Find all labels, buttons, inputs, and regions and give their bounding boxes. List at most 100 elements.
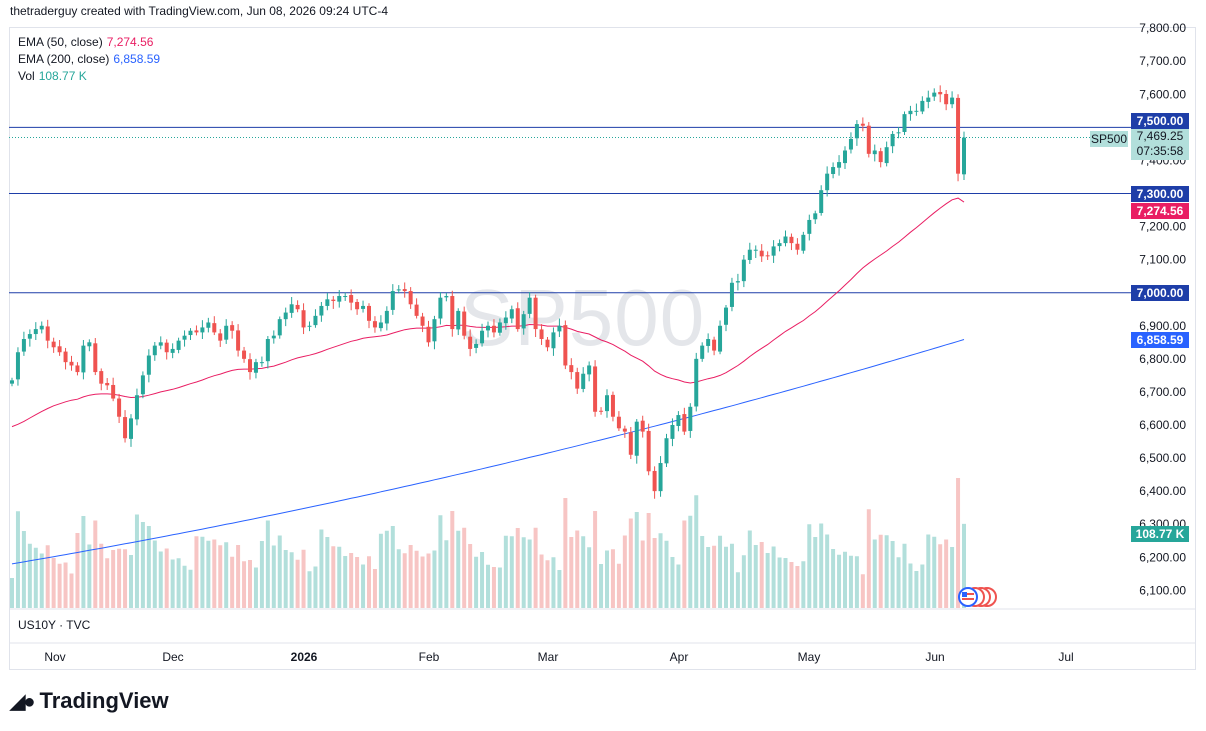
tradingview-logo[interactable]: ◢● TradingView xyxy=(10,688,169,714)
volume-bar xyxy=(765,553,770,608)
volume-bar xyxy=(950,547,955,608)
candle-body xyxy=(75,365,80,373)
x-tick-label: Apr xyxy=(670,650,689,664)
volume-bar xyxy=(706,547,711,608)
candle-body xyxy=(706,339,711,346)
candle-body xyxy=(474,343,479,348)
volume-bar xyxy=(533,527,538,608)
volume-bar xyxy=(605,550,609,608)
chart-attribution: thetraderguy created with TradingView.co… xyxy=(10,4,388,18)
candle-body xyxy=(920,100,925,112)
volume-bar xyxy=(21,531,26,608)
volume-bar xyxy=(248,560,252,608)
x-tick-label: Nov xyxy=(44,650,65,664)
candle-body xyxy=(170,348,175,353)
volume-bar xyxy=(622,535,627,608)
candle-body xyxy=(878,151,883,163)
volume-bar xyxy=(259,541,264,608)
volume-bar xyxy=(575,530,580,608)
candle-body xyxy=(277,319,282,336)
volume-bar xyxy=(795,566,800,608)
volume-bar xyxy=(545,560,550,608)
volume-bar xyxy=(224,542,229,608)
volume-bar xyxy=(188,569,193,608)
volume-bar xyxy=(480,552,485,608)
candle-body xyxy=(390,291,395,310)
candle-body xyxy=(825,173,830,191)
candle-body xyxy=(688,406,693,431)
volume-bar xyxy=(712,545,717,608)
candle-body xyxy=(807,219,812,234)
x-tick-label: Mar xyxy=(538,650,559,664)
volume-bar xyxy=(396,549,401,608)
candle-body xyxy=(735,281,740,283)
secondary-pane-label[interactable]: US10Y · TVC xyxy=(18,618,91,632)
y-tick-label: 7,200.00 xyxy=(1139,220,1186,234)
volume-bar xyxy=(944,539,949,608)
volume-bar xyxy=(486,564,490,608)
y-tick-label: 7,100.00 xyxy=(1139,253,1186,267)
y-tick-label: 6,400.00 xyxy=(1139,484,1186,498)
candle-body xyxy=(164,342,169,353)
candle-body xyxy=(724,307,728,325)
level-tag-7500[interactable]: 7,500.00 xyxy=(1131,113,1189,129)
volume-bar xyxy=(15,511,20,608)
economic-events-icon[interactable] xyxy=(957,586,1001,608)
candle-body xyxy=(932,92,937,97)
candle-body xyxy=(599,410,604,412)
volume-bar xyxy=(640,540,645,608)
volume-bar xyxy=(497,567,502,608)
tradingview-logo-icon: ◢● xyxy=(10,690,36,713)
last-price-tag[interactable]: 7,469.25 07:35:58 xyxy=(1131,129,1189,160)
volume-bar xyxy=(51,558,56,608)
chart-frame[interactable] xyxy=(9,27,1196,670)
candle-body xyxy=(27,334,32,339)
candle-body xyxy=(628,432,633,455)
volume-bar xyxy=(926,534,931,608)
candle-body xyxy=(230,325,235,331)
volume-tag[interactable]: 108.77 K xyxy=(1131,526,1189,542)
volume-bar xyxy=(378,533,383,608)
volume-bar xyxy=(33,547,38,608)
volume-bar xyxy=(456,530,461,608)
symbol-tag[interactable]: SP500 xyxy=(1090,131,1128,147)
volume-bar xyxy=(694,495,699,608)
volume-bar xyxy=(718,535,723,608)
candle-body xyxy=(777,243,782,247)
candle-body xyxy=(729,282,734,307)
volume-bar xyxy=(253,567,258,608)
candle-body xyxy=(640,420,645,432)
volume-bar xyxy=(372,569,377,608)
candle-body xyxy=(146,355,151,375)
volume-bar xyxy=(176,558,181,608)
volume-bar xyxy=(801,561,806,608)
volume-bar xyxy=(539,554,544,608)
volume-bar xyxy=(866,509,871,608)
level-tag-7000[interactable]: 7,000.00 xyxy=(1131,285,1189,301)
volume-bar xyxy=(872,539,877,608)
candle-body xyxy=(497,322,502,333)
level-tag-7300[interactable]: 7,300.00 xyxy=(1131,186,1189,202)
tradingview-brand-text: TradingView xyxy=(39,688,169,713)
candle-body xyxy=(890,133,895,147)
candle-body xyxy=(224,325,229,340)
legend-ema200[interactable]: EMA (200, close) 6,858.59 xyxy=(18,51,160,68)
candle-body xyxy=(456,310,461,330)
candle-body xyxy=(438,297,443,319)
volume-bar xyxy=(129,555,133,608)
legend-vol[interactable]: Vol 108.77 K xyxy=(18,68,160,85)
volume-bar xyxy=(688,515,693,608)
candle-body xyxy=(557,325,562,332)
volume-bar xyxy=(206,540,211,608)
candle-body xyxy=(289,304,294,313)
candle-body xyxy=(355,301,360,310)
ema50-price-tag[interactable]: 7,274.56 xyxy=(1131,203,1189,219)
volume-bar xyxy=(646,513,651,608)
candle-body xyxy=(129,418,133,439)
volume-bar xyxy=(557,570,562,608)
ema200-price-tag[interactable]: 6,858.59 xyxy=(1131,332,1189,348)
legend-ema50[interactable]: EMA (50, close) 7,274.56 xyxy=(18,34,160,51)
candle-body xyxy=(741,259,746,282)
candle-body xyxy=(248,359,252,373)
